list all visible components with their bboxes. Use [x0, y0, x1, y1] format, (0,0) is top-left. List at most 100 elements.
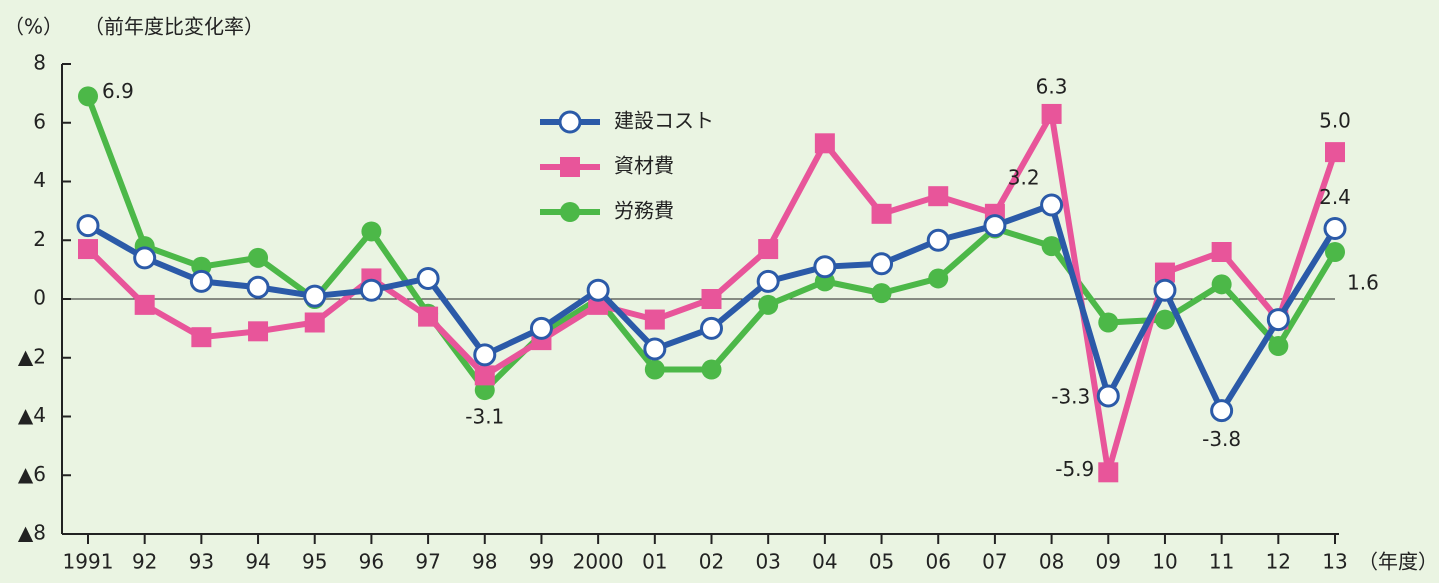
data-label: 6.3: [1036, 74, 1068, 98]
data-point: [871, 283, 892, 304]
data-label: 6.9: [102, 79, 134, 103]
data-point: [1154, 309, 1175, 330]
x-axis-label: （年度）: [1358, 550, 1438, 574]
y-tick-label: 8: [33, 51, 46, 75]
data-point: [928, 186, 949, 207]
x-tick-label: 95: [302, 550, 327, 574]
data-point: [248, 321, 269, 342]
data-point: [1096, 384, 1120, 408]
data-point: [1325, 242, 1345, 262]
data-point: [758, 294, 779, 315]
x-tick-label: 1991: [63, 550, 114, 574]
data-point: [248, 247, 269, 268]
data-label: 5.0: [1319, 109, 1351, 133]
data-point: [1266, 308, 1290, 332]
data-point: [926, 228, 950, 252]
data-point: [1211, 242, 1232, 262]
x-tick-label: 12: [1266, 550, 1291, 574]
x-tick-label: 99: [529, 550, 554, 574]
data-label: -3.3: [1051, 384, 1090, 408]
y-tick-label: ▲2: [18, 344, 46, 368]
data-point: [304, 312, 325, 333]
y-tick-label: 4: [33, 168, 46, 192]
data-point: [701, 359, 722, 380]
data-label: -3.8: [1202, 427, 1241, 451]
legend-label: 労務費: [614, 199, 674, 223]
x-tick-label: 2000: [573, 550, 624, 574]
data-point: [1268, 336, 1289, 356]
x-tick-label: 02: [699, 550, 724, 574]
data-point: [361, 221, 382, 242]
legend-marker: [560, 157, 580, 177]
data-point: [1325, 142, 1345, 163]
x-tick-label: 93: [189, 550, 214, 574]
data-point: [1154, 262, 1175, 283]
data-point: [643, 337, 667, 361]
data-label: 3.2: [1008, 166, 1040, 190]
data-point: [134, 294, 155, 315]
data-point: [756, 269, 780, 293]
data-point: [1153, 278, 1177, 302]
y-tick-label: 0: [33, 286, 46, 310]
x-tick-label: 10: [1152, 550, 1177, 574]
data-point: [1041, 236, 1062, 257]
series-line: [85, 95, 1338, 394]
x-tick-label: 92: [132, 550, 157, 574]
data-point: [246, 275, 270, 299]
data-point: [813, 255, 837, 279]
legend-label: 資材費: [614, 154, 674, 178]
data-point: [133, 246, 157, 270]
y-tick-label: 6: [33, 109, 46, 133]
data-point: [701, 289, 722, 309]
x-tick-label: 94: [245, 550, 270, 574]
data-point: [1098, 462, 1119, 483]
y-axis-label: （%）: [4, 15, 63, 39]
x-tick-label: 11: [1209, 550, 1234, 574]
x-tick-label: 06: [926, 550, 951, 574]
x-tick-label: 07: [982, 550, 1007, 574]
data-point: [418, 306, 439, 327]
x-tick-label: 97: [415, 550, 440, 574]
y-tick-label: ▲8: [18, 521, 46, 545]
data-point: [1210, 399, 1234, 423]
data-point: [474, 365, 495, 386]
data-point: [758, 239, 779, 260]
data-point: [191, 327, 212, 348]
legend-marker: [560, 202, 580, 222]
data-point: [871, 203, 892, 224]
data-point: [983, 214, 1007, 238]
data-point: [870, 252, 894, 276]
data-point: [644, 359, 665, 380]
data-point: [586, 278, 610, 302]
data-point: [78, 86, 98, 107]
x-tick-label: 03: [755, 550, 780, 574]
data-point: [78, 239, 98, 260]
data-point: [359, 278, 383, 302]
legend-label: 建設コスト: [614, 109, 714, 133]
x-tick-label: 05: [869, 550, 894, 574]
data-point: [928, 268, 949, 289]
x-tick-label: 08: [1039, 550, 1064, 574]
x-tick-label: 01: [642, 550, 667, 574]
data-point: [1041, 103, 1062, 124]
data-point: [189, 269, 213, 293]
data-point: [1323, 217, 1347, 240]
legend-marker: [558, 110, 582, 134]
data-point: [1040, 193, 1064, 217]
y-tick-label: 2: [33, 227, 46, 251]
x-tick-label: 13: [1322, 550, 1347, 574]
data-point: [473, 343, 497, 367]
data-point: [416, 266, 440, 290]
data-point: [303, 284, 327, 308]
data-point: [76, 214, 100, 238]
y-tick-label: ▲6: [18, 462, 46, 486]
data-point: [529, 316, 553, 340]
subtitle: （前年度比変化率）: [84, 15, 264, 39]
data-label: -5.9: [1055, 457, 1094, 481]
data-point: [814, 133, 835, 154]
data-point: [700, 316, 723, 340]
data-label: -3.1: [465, 405, 504, 429]
x-tick-label: 09: [1096, 550, 1121, 574]
data-point: [1098, 312, 1119, 333]
